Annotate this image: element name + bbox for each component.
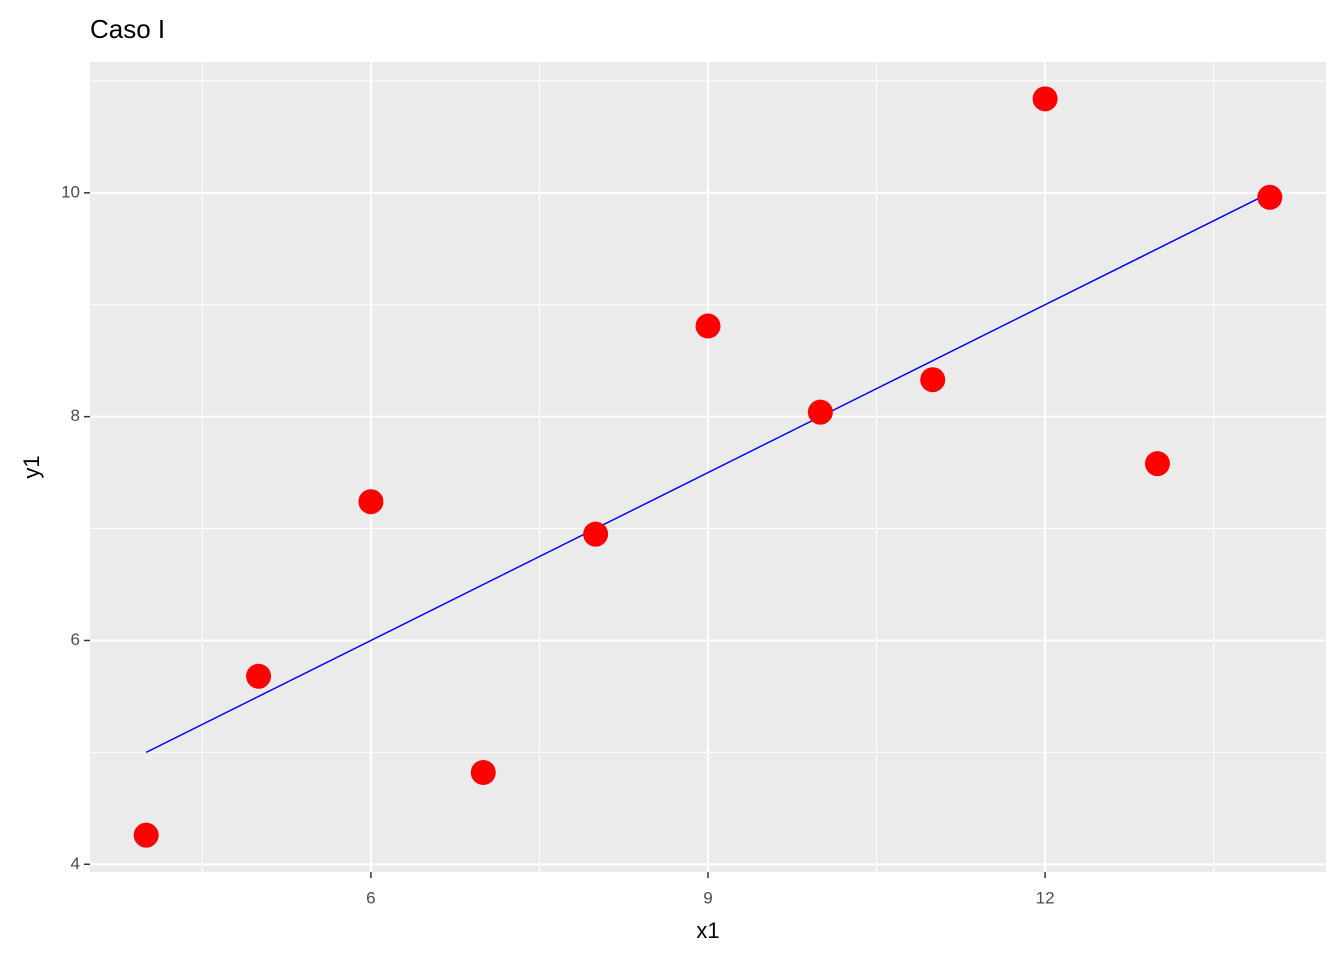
point xyxy=(583,521,609,547)
point xyxy=(1032,86,1058,112)
x-axis-label: x1 xyxy=(696,918,719,943)
fit-line xyxy=(145,192,1271,754)
point xyxy=(920,367,946,393)
point xyxy=(358,489,384,515)
x-tick-label: 9 xyxy=(703,888,712,907)
y-tick-label: 6 xyxy=(71,630,80,649)
y-tick-label: 4 xyxy=(71,854,80,873)
x-tick-label: 12 xyxy=(1036,888,1055,907)
point xyxy=(807,399,833,425)
y-tick-label: 10 xyxy=(61,182,80,201)
point xyxy=(246,663,272,689)
y-tick-label: 8 xyxy=(71,406,80,425)
point xyxy=(1257,184,1283,210)
point xyxy=(133,822,159,848)
chart-title: Caso I xyxy=(90,14,165,44)
point xyxy=(1144,451,1170,477)
point xyxy=(695,313,721,339)
y-axis-label: y1 xyxy=(19,455,44,478)
x-tick-label: 6 xyxy=(366,888,375,907)
point xyxy=(470,760,496,786)
